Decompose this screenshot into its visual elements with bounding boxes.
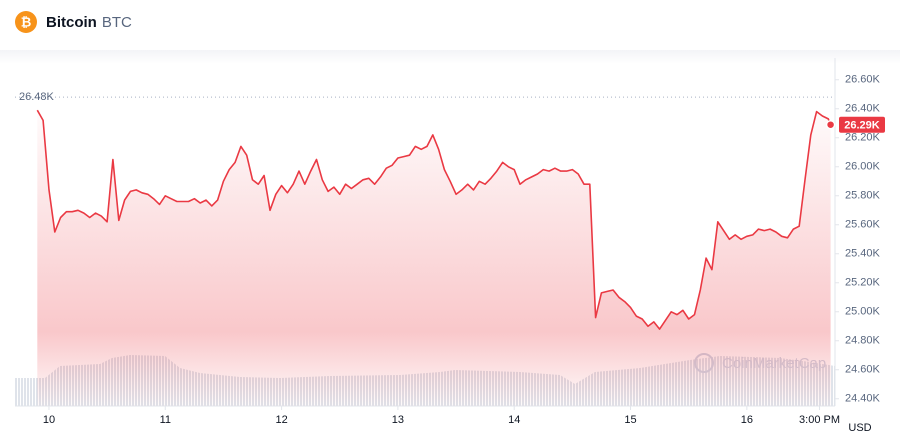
y-tick-label: 24.40K bbox=[845, 393, 881, 405]
y-tick-label: 25.40K bbox=[845, 248, 881, 260]
last-point bbox=[825, 119, 836, 130]
price-line bbox=[36, 109, 832, 330]
reference-label: 26.48K bbox=[19, 91, 55, 103]
x-tick-label: 10 bbox=[43, 414, 55, 426]
y-tick-label: 26.00K bbox=[845, 161, 881, 173]
x-tick-label: 15 bbox=[624, 414, 636, 426]
coin-icon-glyph: ₿ bbox=[21, 14, 32, 29]
y-tick-label: 26.60K bbox=[845, 74, 881, 86]
header-shadow bbox=[0, 50, 900, 64]
x-tick-label: 13 bbox=[392, 414, 404, 426]
x-tick-label: 11 bbox=[160, 414, 171, 426]
price-area bbox=[37, 110, 831, 406]
y-tick-label: 25.80K bbox=[845, 190, 881, 202]
y-tick-label: 24.60K bbox=[845, 364, 881, 376]
x-tick-label: 12 bbox=[275, 414, 287, 426]
header-bg bbox=[0, 0, 900, 50]
y-tick-label: 25.20K bbox=[845, 277, 881, 289]
x-tick-label: 14 bbox=[508, 414, 520, 426]
y-tick-label: 25.60K bbox=[845, 219, 881, 231]
currency-label: USD bbox=[848, 422, 871, 434]
y-tick-label: 26.40K bbox=[845, 103, 881, 115]
y-tick-label: 26.20K bbox=[845, 132, 881, 144]
y-tick-label: 24.80K bbox=[845, 335, 881, 347]
y-tick-label: 25.00K bbox=[845, 306, 881, 318]
coin-name: Bitcoin bbox=[46, 14, 97, 31]
x-tick-label: 16 bbox=[741, 414, 753, 426]
coin-icon bbox=[15, 11, 37, 33]
last-price-box bbox=[839, 116, 885, 133]
last-price-label: 26.29K bbox=[844, 120, 880, 132]
x-tick-label: 3:00 PM bbox=[799, 414, 840, 426]
coin-symbol: BTC bbox=[102, 14, 132, 31]
